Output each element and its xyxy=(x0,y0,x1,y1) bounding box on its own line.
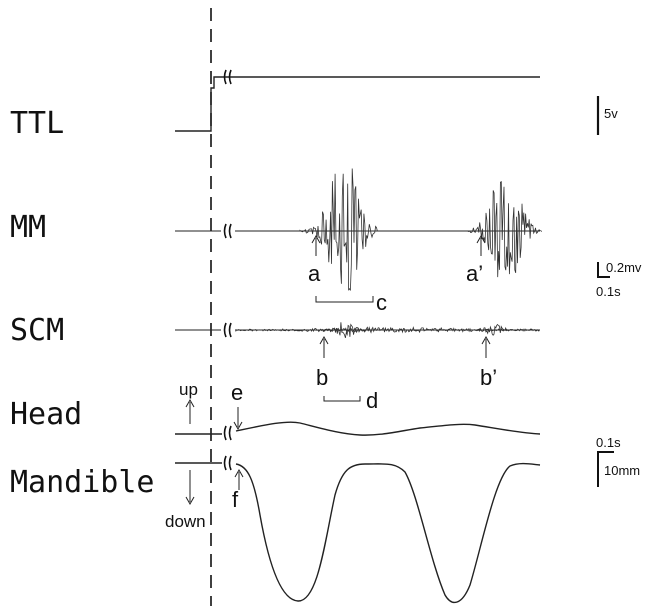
scale-bar-motion xyxy=(597,451,614,487)
scm-burst-2 xyxy=(475,323,513,336)
scale-label-motion-time: 0.1s xyxy=(596,435,621,450)
scale-label-motion-distance: 10mm xyxy=(604,463,640,478)
mm-burst-1 xyxy=(299,168,378,291)
head-break-mark xyxy=(223,425,232,441)
row-label-ttl: TTL xyxy=(10,106,64,141)
arrow-f xyxy=(234,468,244,490)
scale-bar-emg xyxy=(597,262,610,278)
direction-down-label: down xyxy=(165,512,206,531)
arrow-b-prime xyxy=(481,335,491,358)
scale-label-emg-voltage: 0.2mv xyxy=(606,260,642,275)
bracket-d xyxy=(323,396,361,402)
scale-label-emg-time: 0.1s xyxy=(596,284,621,299)
direction-up-label: up xyxy=(179,380,198,399)
row-label-scm: SCM xyxy=(10,313,64,348)
marker-e: e xyxy=(231,380,243,405)
scm-break-mark xyxy=(221,321,235,339)
down-arrow xyxy=(185,470,195,506)
marker-d: d xyxy=(366,388,378,413)
bracket-c xyxy=(315,296,374,303)
mandible-trace xyxy=(175,462,541,604)
row-label-head: Head xyxy=(10,397,82,432)
scale-label-ttl-voltage: 5v xyxy=(604,106,618,121)
scm-baseline-noise xyxy=(235,326,540,334)
marker-b: b xyxy=(316,365,328,390)
arrow-a-prime xyxy=(476,234,486,256)
head-trace xyxy=(175,421,541,436)
marker-a: a xyxy=(308,261,321,286)
marker-a-prime: a’ xyxy=(466,261,483,286)
ttl-trace xyxy=(175,76,540,132)
mm-break-mark xyxy=(221,222,235,240)
row-label-mandible: Mandible xyxy=(10,465,155,500)
mm-burst-2 xyxy=(467,181,543,278)
up-arrow xyxy=(185,398,195,424)
row-label-mm: MM xyxy=(10,210,46,245)
marker-f: f xyxy=(232,487,239,512)
arrow-e xyxy=(233,407,243,431)
ttl-break-mark xyxy=(223,69,232,85)
marker-c: c xyxy=(376,290,387,315)
marker-b-prime: b’ xyxy=(480,365,497,390)
arrow-b xyxy=(319,335,329,358)
arrow-a xyxy=(311,234,321,256)
mandible-break-mark xyxy=(223,455,232,471)
